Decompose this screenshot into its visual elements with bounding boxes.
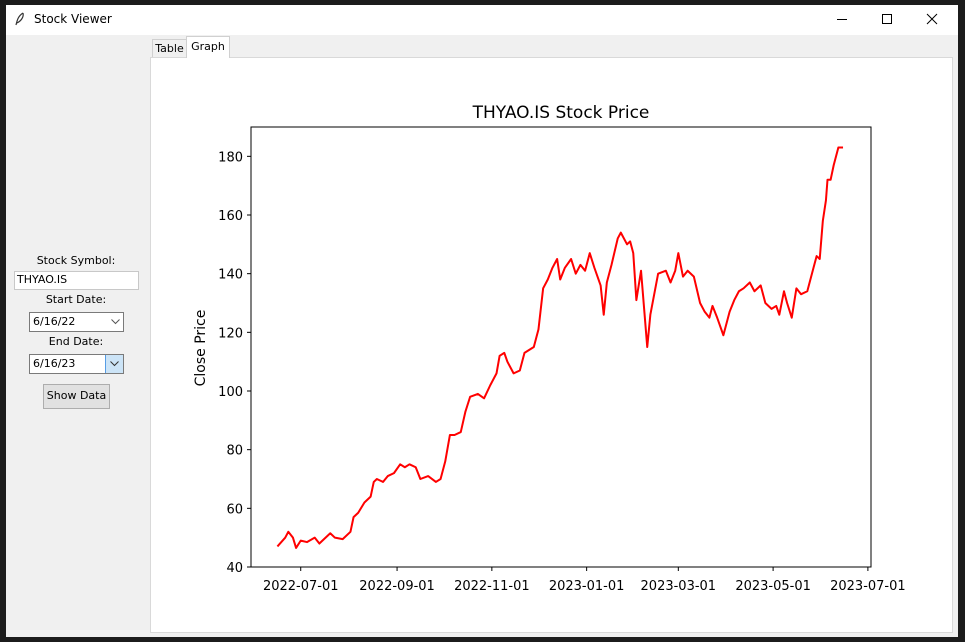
window-title: Stock Viewer: [34, 12, 112, 26]
title-bar: Stock Viewer: [6, 5, 958, 35]
end-label: End Date:: [48, 335, 104, 348]
app-icon: [15, 12, 24, 26]
symbol-entry[interactable]: THYAO.IS: [14, 271, 139, 290]
dropdown-arrow: [111, 319, 120, 325]
tab-graph[interactable]: Graph: [186, 36, 230, 58]
start-label: Start Date:: [45, 293, 107, 306]
window-controls[interactable]: [822, 5, 958, 35]
notebook-frame: [150, 57, 953, 633]
symbol-label: Stock Symbol:: [36, 254, 116, 267]
tab-table[interactable]: Table: [152, 39, 187, 57]
end-value: 6/16/23: [33, 357, 76, 370]
start-combo[interactable]: 6/16/22: [29, 312, 124, 332]
dropdown-arrow: [110, 361, 119, 367]
show-data-button[interactable]: Show Data: [43, 384, 110, 409]
end-combo[interactable]: 6/16/23: [29, 354, 124, 374]
start-value: 6/16/22: [33, 315, 76, 328]
dropdown-button[interactable]: [105, 355, 123, 373]
window: Stock Viewer Stock Symbol: THYAO.IS Star…: [6, 5, 958, 637]
